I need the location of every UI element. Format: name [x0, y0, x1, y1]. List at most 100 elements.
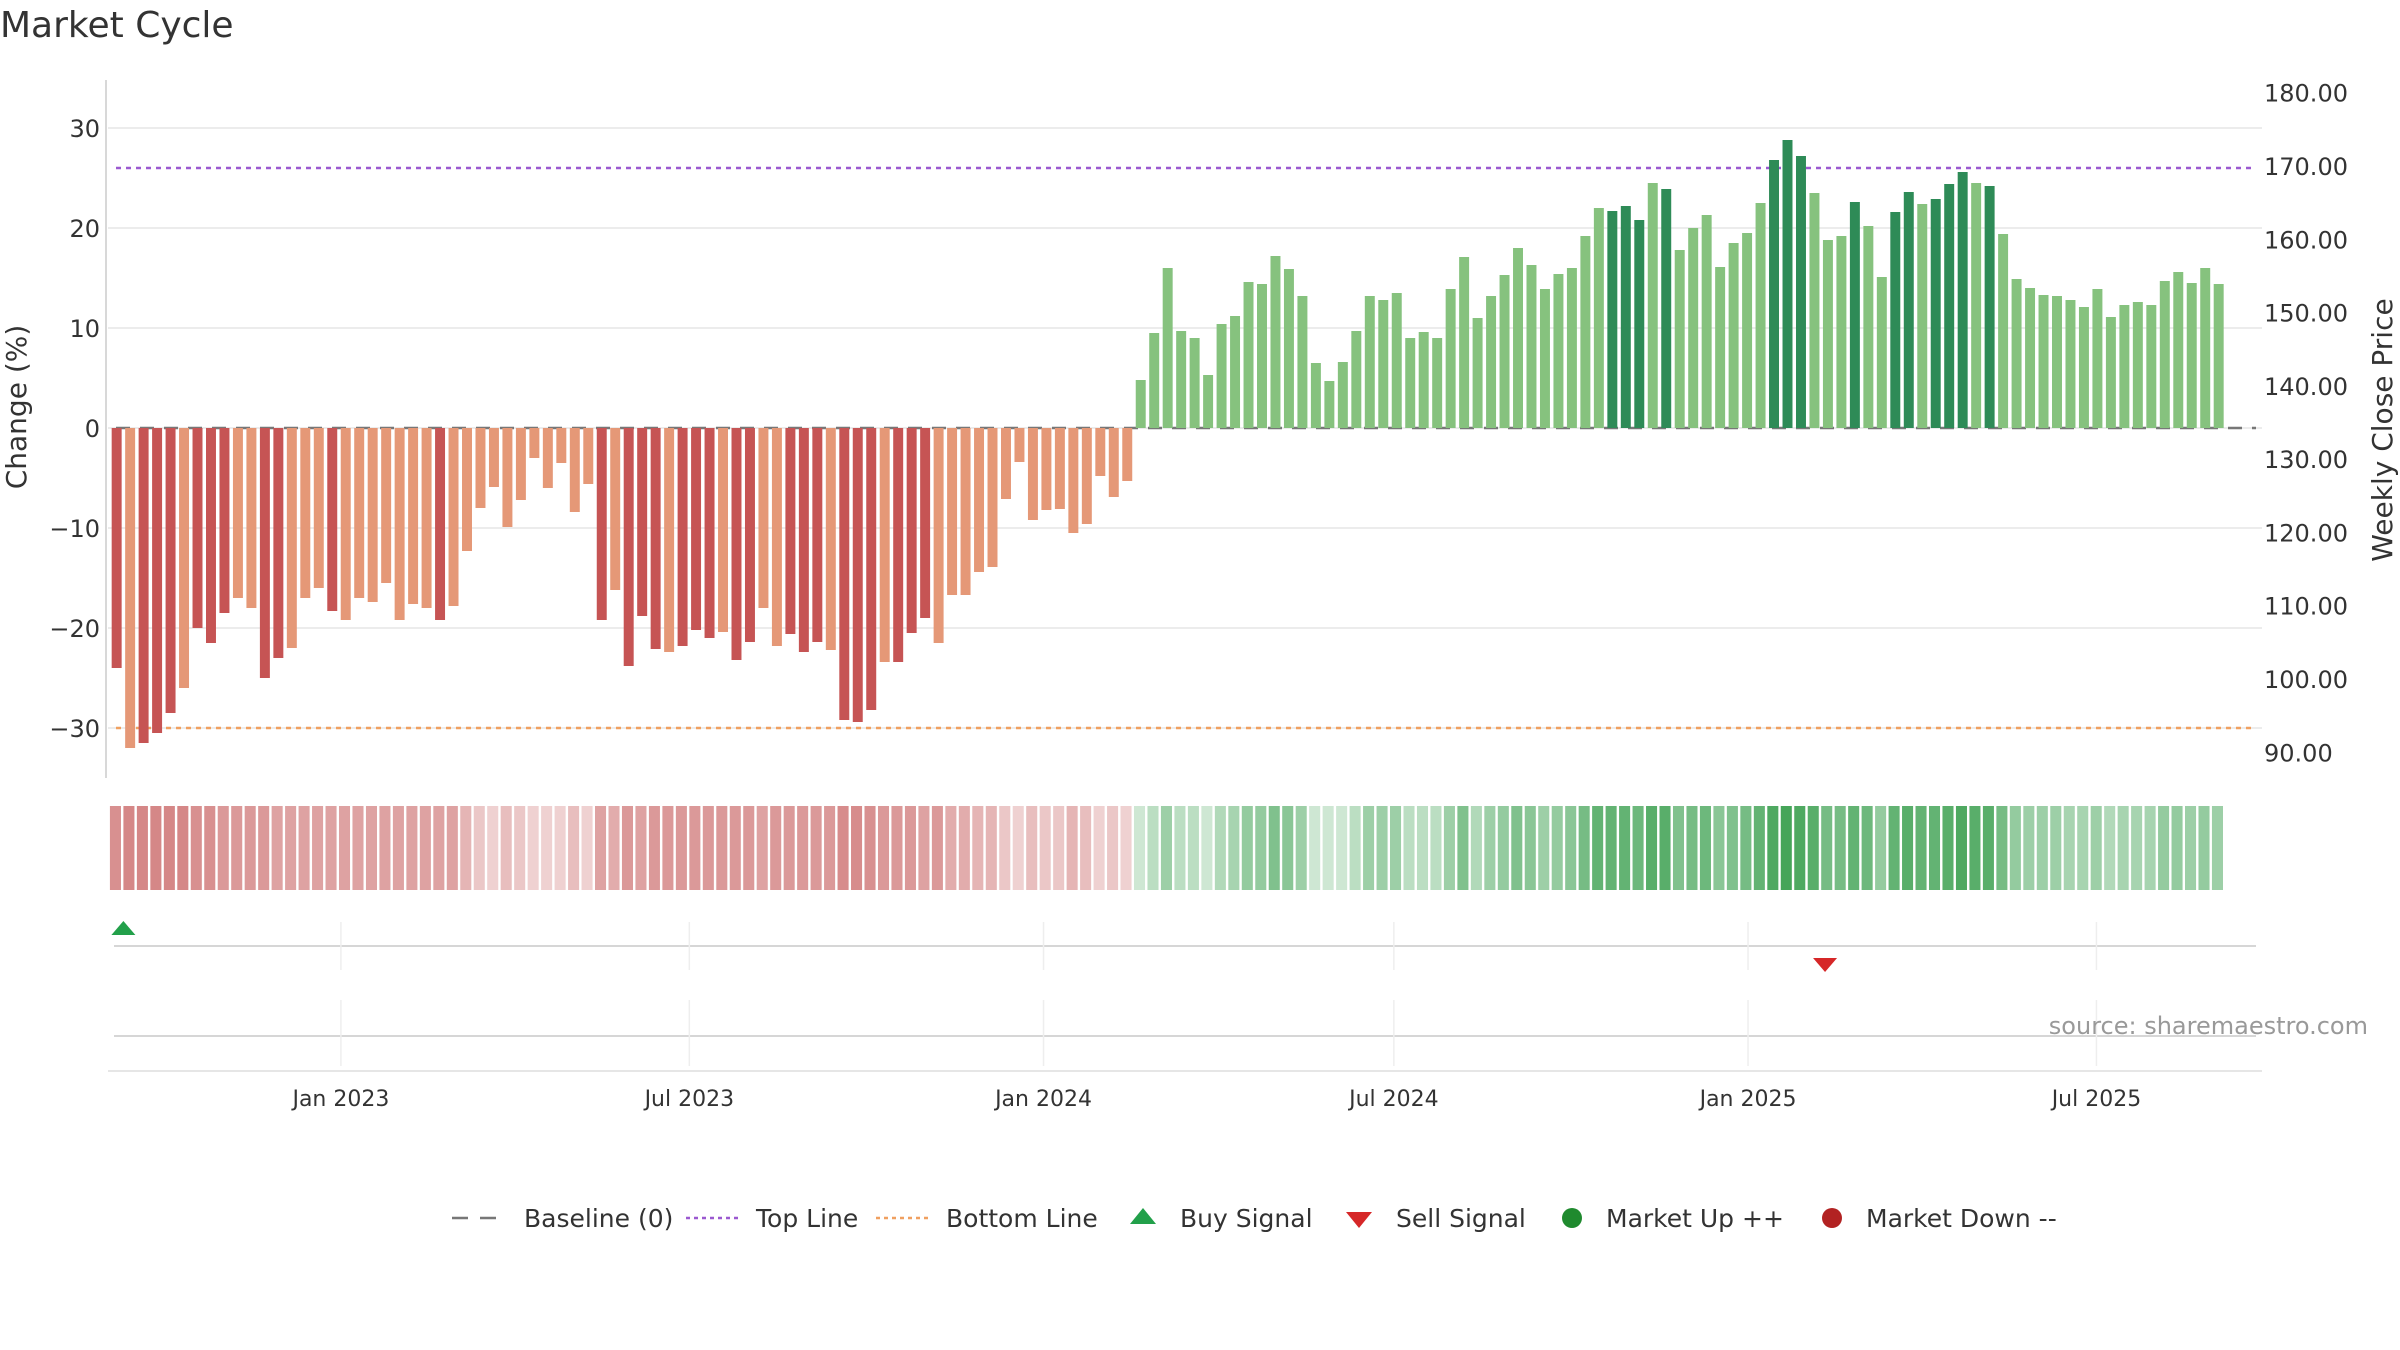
- x-tick-label: Jan 2023: [290, 1087, 389, 1112]
- change-bar: [1526, 265, 1537, 428]
- strength-cell: [2077, 806, 2089, 890]
- strength-cell: [433, 806, 445, 890]
- legend-label: Bottom Line: [946, 1204, 1098, 1233]
- strength-cell: [338, 806, 351, 890]
- change-bar: [1863, 226, 1874, 428]
- change-bar: [1957, 172, 1968, 428]
- strength-cell: [797, 806, 809, 890]
- change-bar: [1068, 428, 1079, 533]
- strength-cell: [1174, 806, 1186, 890]
- legend-triangle-up-icon: [1130, 1208, 1156, 1224]
- change-bar: [502, 428, 513, 527]
- change-bar: [232, 428, 243, 598]
- strength-cell: [2198, 806, 2210, 890]
- strength-cell: [1632, 806, 1644, 890]
- change-bar: [731, 428, 742, 660]
- change-bar: [1405, 338, 1416, 428]
- change-bar: [1081, 428, 1092, 524]
- strength-cell: [1187, 806, 1199, 890]
- y2-tick-label: 90.00: [2264, 739, 2333, 767]
- change-bar: [637, 428, 648, 616]
- y-tick-label: −20: [49, 615, 100, 643]
- strength-cell: [1160, 806, 1172, 890]
- change-bar: [1876, 277, 1887, 428]
- strength-cell: [541, 806, 553, 890]
- y-tick-label: −10: [49, 515, 100, 543]
- change-bar: [879, 428, 890, 662]
- strength-cell: [392, 806, 404, 890]
- change-bar: [462, 428, 472, 551]
- change-bar: [1054, 428, 1065, 509]
- strength-cell: [689, 806, 701, 890]
- buy-signal-marker: [111, 921, 136, 935]
- strength-cell: [1875, 806, 1887, 890]
- change-bars: [111, 140, 2224, 748]
- change-bar: [798, 428, 809, 652]
- change-bar: [327, 428, 338, 611]
- change-bar: [1715, 267, 1726, 428]
- strength-cell: [163, 806, 175, 890]
- change-bar: [960, 428, 971, 595]
- legend-label: Top Line: [755, 1204, 858, 1233]
- change-bar: [138, 428, 149, 743]
- axes: 30 20 10 0 −10 −20 −30 180.00 170.00 160.00 150.00…: [49, 80, 2348, 1112]
- strength-cell: [2009, 806, 2021, 890]
- strength-cell: [1376, 806, 1388, 890]
- legend-circle-icon: [1562, 1208, 1582, 1228]
- strength-cell: [985, 806, 997, 890]
- change-bar: [2132, 302, 2143, 428]
- change-bar: [205, 428, 216, 643]
- change-bar: [2119, 305, 2130, 428]
- change-bar: [771, 428, 782, 646]
- strength-cell: [1511, 806, 1523, 890]
- strength-cell: [972, 806, 984, 890]
- strength-cell: [1066, 806, 1078, 890]
- change-bar: [623, 428, 634, 666]
- strength-cell: [1295, 806, 1307, 890]
- strength-cell: [837, 806, 849, 890]
- change-bar: [192, 428, 203, 628]
- strength-cell: [1080, 806, 1092, 890]
- change-bar: [515, 428, 526, 500]
- strength-band: [109, 806, 2224, 890]
- strength-cell: [810, 806, 822, 890]
- strength-cell: [527, 806, 539, 890]
- change-bar: [313, 428, 324, 588]
- change-bar: [1769, 160, 1780, 428]
- change-bar: [1971, 183, 1982, 428]
- strength-cell: [1834, 806, 1846, 890]
- strength-cell: [958, 806, 970, 890]
- strength-cell: [1578, 806, 1590, 890]
- strength-cell: [1902, 806, 1914, 890]
- strength-cell: [1053, 806, 1065, 890]
- strength-cell: [190, 806, 202, 890]
- change-bar: [1782, 140, 1793, 428]
- change-bar: [1661, 189, 1672, 428]
- change-bar: [2092, 289, 2103, 428]
- change-bar: [435, 428, 446, 620]
- strength-cell: [1026, 806, 1038, 890]
- y2-tick-label: 180.00: [2264, 80, 2348, 108]
- change-bar: [650, 428, 661, 649]
- strength-cell: [1713, 806, 1725, 890]
- strength-cell: [2131, 806, 2143, 890]
- chart-title: Market Cycle: [0, 5, 234, 46]
- change-bar: [1836, 236, 1847, 428]
- change-bar: [1270, 256, 1281, 428]
- y2-tick-label: 120.00: [2264, 519, 2348, 547]
- strength-cell: [1039, 806, 1051, 890]
- change-bar: [974, 428, 985, 572]
- change-bar: [1499, 275, 1510, 428]
- strength-cell: [864, 806, 876, 890]
- change-bar: [2146, 305, 2157, 428]
- change-bar: [1755, 203, 1766, 428]
- strength-cell: [419, 806, 431, 890]
- strength-cell: [756, 806, 768, 890]
- strength-cell: [1497, 806, 1509, 890]
- strength-cell: [1780, 806, 1792, 890]
- strength-cell: [1767, 806, 1779, 890]
- strength-cell: [1699, 806, 1711, 890]
- strength-cell: [298, 806, 310, 890]
- strength-cell: [123, 806, 135, 890]
- strength-cell: [851, 806, 863, 890]
